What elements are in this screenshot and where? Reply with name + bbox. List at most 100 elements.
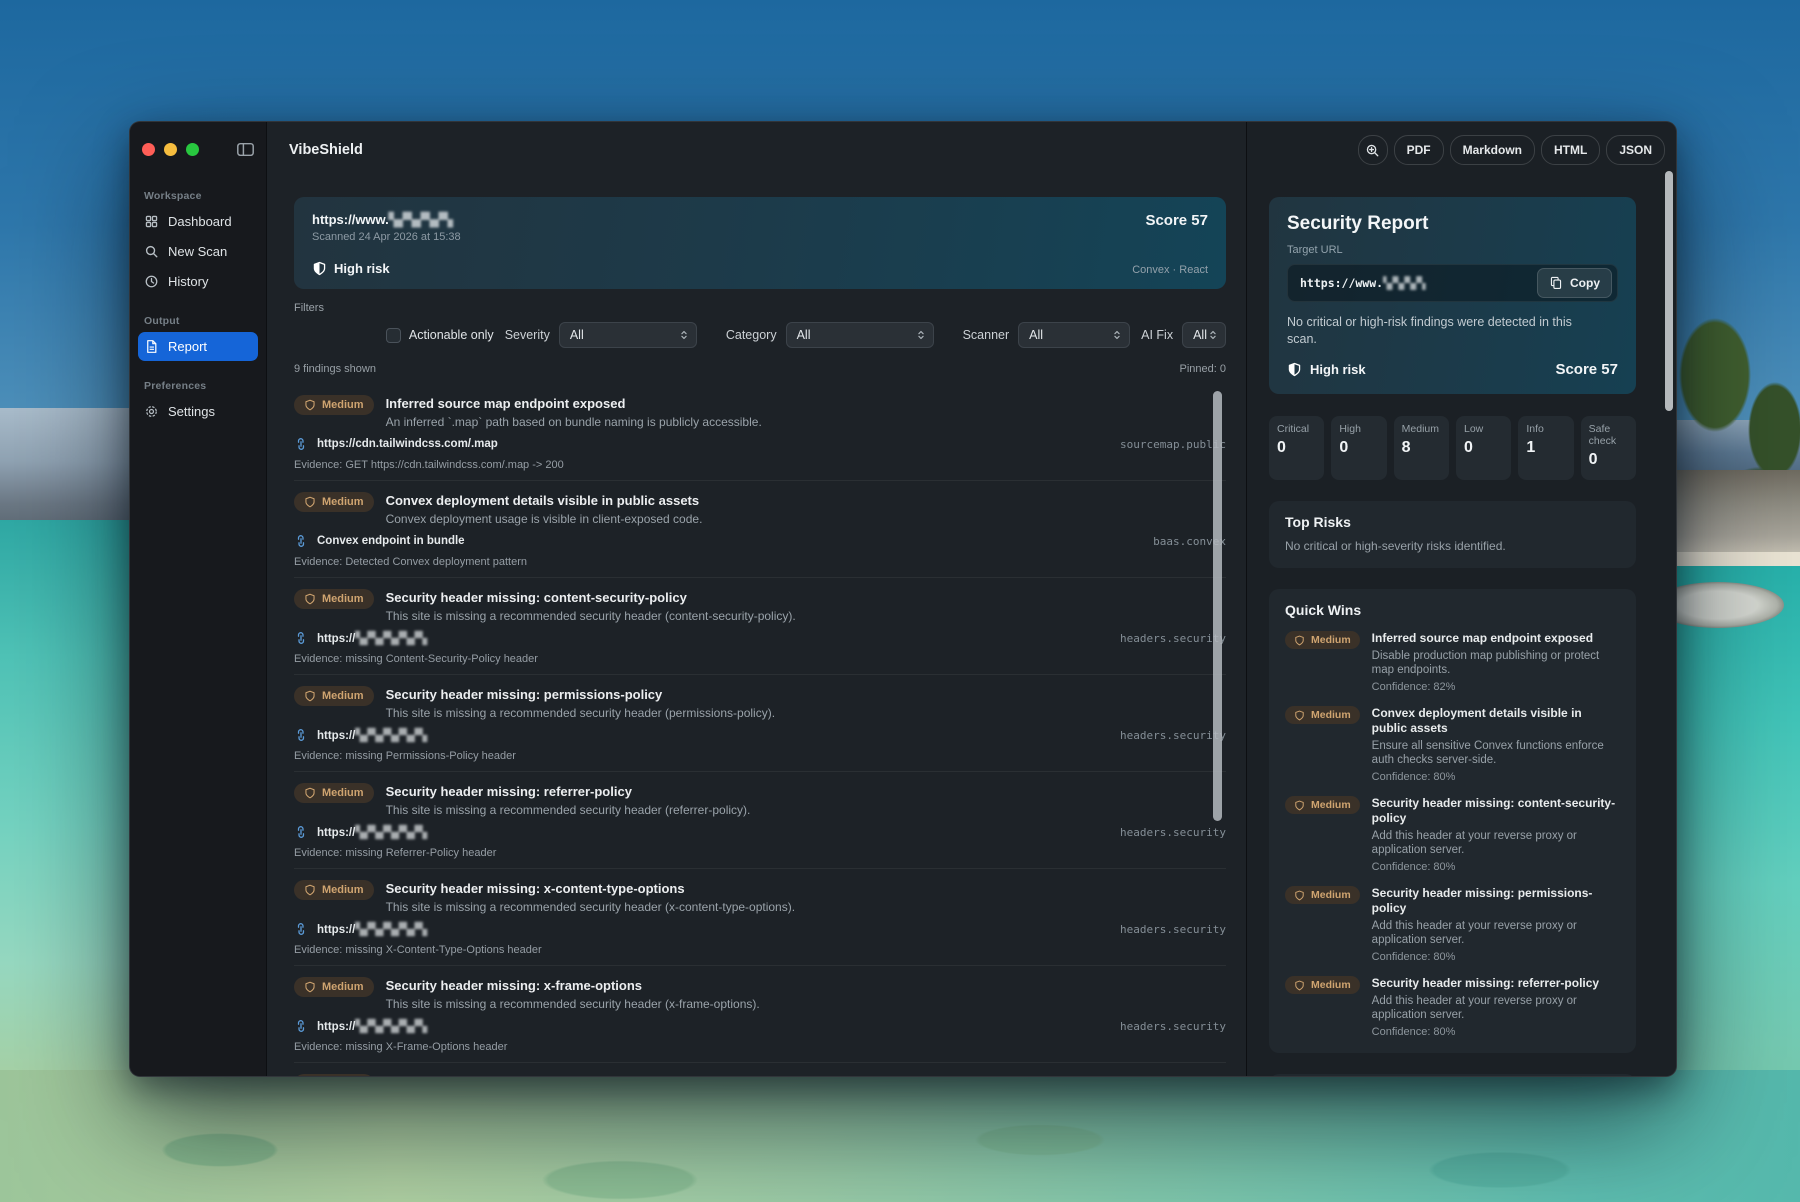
export-html-button[interactable]: HTML xyxy=(1540,135,1601,165)
export-markdown-button[interactable]: Markdown xyxy=(1449,135,1535,165)
severity-badge: Medium xyxy=(1285,976,1360,994)
finding-row[interactable]: Medium Security header missing: permissi… xyxy=(294,674,1226,771)
finding-link[interactable]: https://▚▞▚▞▚▞▚▞▚ xyxy=(294,728,427,742)
filter-select-value: All xyxy=(1193,328,1207,342)
quick-win-advice: Add this header at your reverse proxy or… xyxy=(1371,920,1577,946)
filter-label: AI Fix xyxy=(1141,328,1174,342)
shore-sand xyxy=(1640,552,1800,570)
finding-link[interactable]: Convex endpoint in bundle xyxy=(294,534,465,548)
sidebar-toggle-icon[interactable] xyxy=(236,141,255,158)
zoom-button[interactable] xyxy=(186,143,199,156)
finding-title: Potentially exposed config in public bun… xyxy=(386,1074,835,1076)
export-json-button[interactable]: JSON xyxy=(1606,135,1665,165)
shield-icon xyxy=(304,787,316,799)
finding-row[interactable]: Medium Convex deployment details visible… xyxy=(294,480,1226,577)
security-report-card: Security Report Target URL https://www.▚… xyxy=(1269,197,1636,394)
filter-control: Category All xyxy=(726,322,952,348)
finding-row[interactable]: Medium Security header missing: referrer… xyxy=(294,771,1226,868)
quick-win-title: Security header missing: referrer-policy xyxy=(1371,976,1600,990)
finding-row[interactable]: Medium Security header missing: x-frame-… xyxy=(294,965,1226,1062)
shield-icon xyxy=(304,690,316,702)
search-plus-icon[interactable] xyxy=(1357,135,1388,165)
actionable-only-checkbox[interactable] xyxy=(385,327,401,343)
filter-select-value: All xyxy=(569,328,584,342)
severity-badge: Medium xyxy=(294,1074,374,1076)
redacted-url: ▚▞▚▞▚▞▚▞▚ xyxy=(355,730,427,742)
quick-win-title: Convex deployment details visible in pub… xyxy=(1371,706,1582,735)
filter-control: Scanner All xyxy=(963,322,1131,348)
filter-select[interactable]: All xyxy=(1018,322,1131,348)
quick-win-advice: Ensure all sensitive Convex functions en… xyxy=(1371,740,1604,766)
scan-summary-card: https://www.▚▞▚▞▚▞▚ Scanned 24 Apr 2026 … xyxy=(294,197,1226,289)
copy-url-button[interactable]: Copy xyxy=(1537,268,1612,298)
quick-win-item[interactable]: Medium Security header missing: content-… xyxy=(1285,796,1620,873)
finding-category-tag: headers.security xyxy=(1120,825,1226,839)
shield-icon xyxy=(304,884,316,896)
shield-icon xyxy=(304,496,316,508)
finding-title: Inferred source map endpoint exposed xyxy=(385,396,626,411)
sidebar-section-label: Preferences xyxy=(144,380,207,392)
report-scroll-area[interactable]: https://www.▚▞▚▞▚▞▚ Scanned 24 Apr 2026 … xyxy=(267,178,1246,1076)
finding-title: Convex deployment details visible in pub… xyxy=(385,493,700,508)
target-url-label: Target URL xyxy=(1287,244,1343,256)
filter-select[interactable]: All xyxy=(558,322,697,348)
finding-evidence: Evidence: missing Permissions-Policy hea… xyxy=(294,750,516,762)
close-button[interactable] xyxy=(142,143,155,156)
filter-label: Severity xyxy=(504,328,550,342)
quick-win-item[interactable]: Medium Inferred source map endpoint expo… xyxy=(1285,631,1620,693)
finding-row[interactable]: Medium Security header missing: content-… xyxy=(294,577,1226,674)
quick-win-advice: Add this header at your reverse proxy or… xyxy=(1371,995,1577,1021)
top-risks-empty-text: No critical or high-severity risks ident… xyxy=(1285,539,1506,553)
filter-label: Scanner xyxy=(962,328,1010,342)
filter-select[interactable]: All xyxy=(1182,322,1226,348)
shield-icon xyxy=(1294,635,1305,646)
scan-target-url: https://www.▚▞▚▞▚▞▚ xyxy=(312,212,453,227)
finding-link[interactable]: https://cdn.tailwindcss.com/.map xyxy=(294,437,498,451)
stat-label: Critical xyxy=(1277,423,1310,435)
sidebar-item-label: Settings xyxy=(168,404,215,419)
quick-win-confidence: Confidence: 82% xyxy=(1371,681,1456,693)
finding-evidence: Evidence: GET https://cdn.tailwindcss.co… xyxy=(294,459,564,471)
finding-row[interactable]: Medium Inferred source map endpoint expo… xyxy=(294,384,1226,480)
filter-row: Actionable only Severity All Category Al… xyxy=(294,322,1226,348)
quick-win-item[interactable]: Medium Security header missing: referrer… xyxy=(1285,976,1620,1038)
findings-scrollbar[interactable] xyxy=(1213,391,1222,821)
sidebar-item-label: Dashboard xyxy=(168,214,232,229)
severity-badge: Medium xyxy=(1285,706,1360,724)
sidebar-item[interactable]: Dashboard xyxy=(138,207,258,236)
sidebar-item[interactable]: History xyxy=(138,267,258,296)
finding-row[interactable]: Medium Security header missing: x-conten… xyxy=(294,868,1226,965)
sidebar-item[interactable]: New Scan xyxy=(138,237,258,266)
half-shield-icon xyxy=(1287,362,1302,377)
stat-value: 0 xyxy=(1463,439,1473,456)
stat-value: 0 xyxy=(1588,451,1598,468)
window-controls xyxy=(142,143,199,156)
sidebar-item[interactable]: Report xyxy=(138,332,258,361)
finding-row[interactable]: Medium Potentially exposed config in pub… xyxy=(294,1062,1226,1076)
link-icon xyxy=(291,531,311,551)
findings-list: Medium Inferred source map endpoint expo… xyxy=(294,384,1226,1076)
export-pdf-button[interactable]: PDF xyxy=(1393,135,1444,165)
stat-value: 0 xyxy=(1277,439,1286,456)
minimize-button[interactable] xyxy=(164,143,177,156)
chevron-up-down-icon xyxy=(678,329,690,341)
finding-link[interactable]: https://▚▞▚▞▚▞▚▞▚ xyxy=(291,822,427,842)
quick-win-item[interactable]: Medium Convex deployment details visible… xyxy=(1285,706,1620,783)
panel-scrollbar[interactable] xyxy=(1665,171,1673,411)
filters-title: Filters xyxy=(294,302,324,314)
shield-icon xyxy=(304,593,316,605)
sidebar-item[interactable]: Settings xyxy=(138,397,258,426)
finding-link[interactable]: https://▚▞▚▞▚▞▚▞▚ xyxy=(294,1019,427,1033)
scan-summary-text: No critical or high-risk findings were d… xyxy=(1287,315,1572,346)
panel-scroll-area[interactable]: Security Report Target URL https://www.▚… xyxy=(1247,178,1676,1076)
copy-icon xyxy=(1549,276,1563,290)
link-icon xyxy=(291,822,311,842)
quick-win-item[interactable]: Medium Security header missing: permissi… xyxy=(1285,886,1620,963)
filter-select[interactable]: All xyxy=(785,322,934,348)
quick-win-advice: Disable production map publishing or pro… xyxy=(1371,650,1600,676)
severity-badge: Medium xyxy=(1285,631,1360,649)
finding-link[interactable]: https://▚▞▚▞▚▞▚▞▚ xyxy=(294,922,427,936)
finding-link[interactable]: https://▚▞▚▞▚▞▚▞▚ xyxy=(294,631,427,645)
titlebar: VibeShield xyxy=(267,122,1246,178)
